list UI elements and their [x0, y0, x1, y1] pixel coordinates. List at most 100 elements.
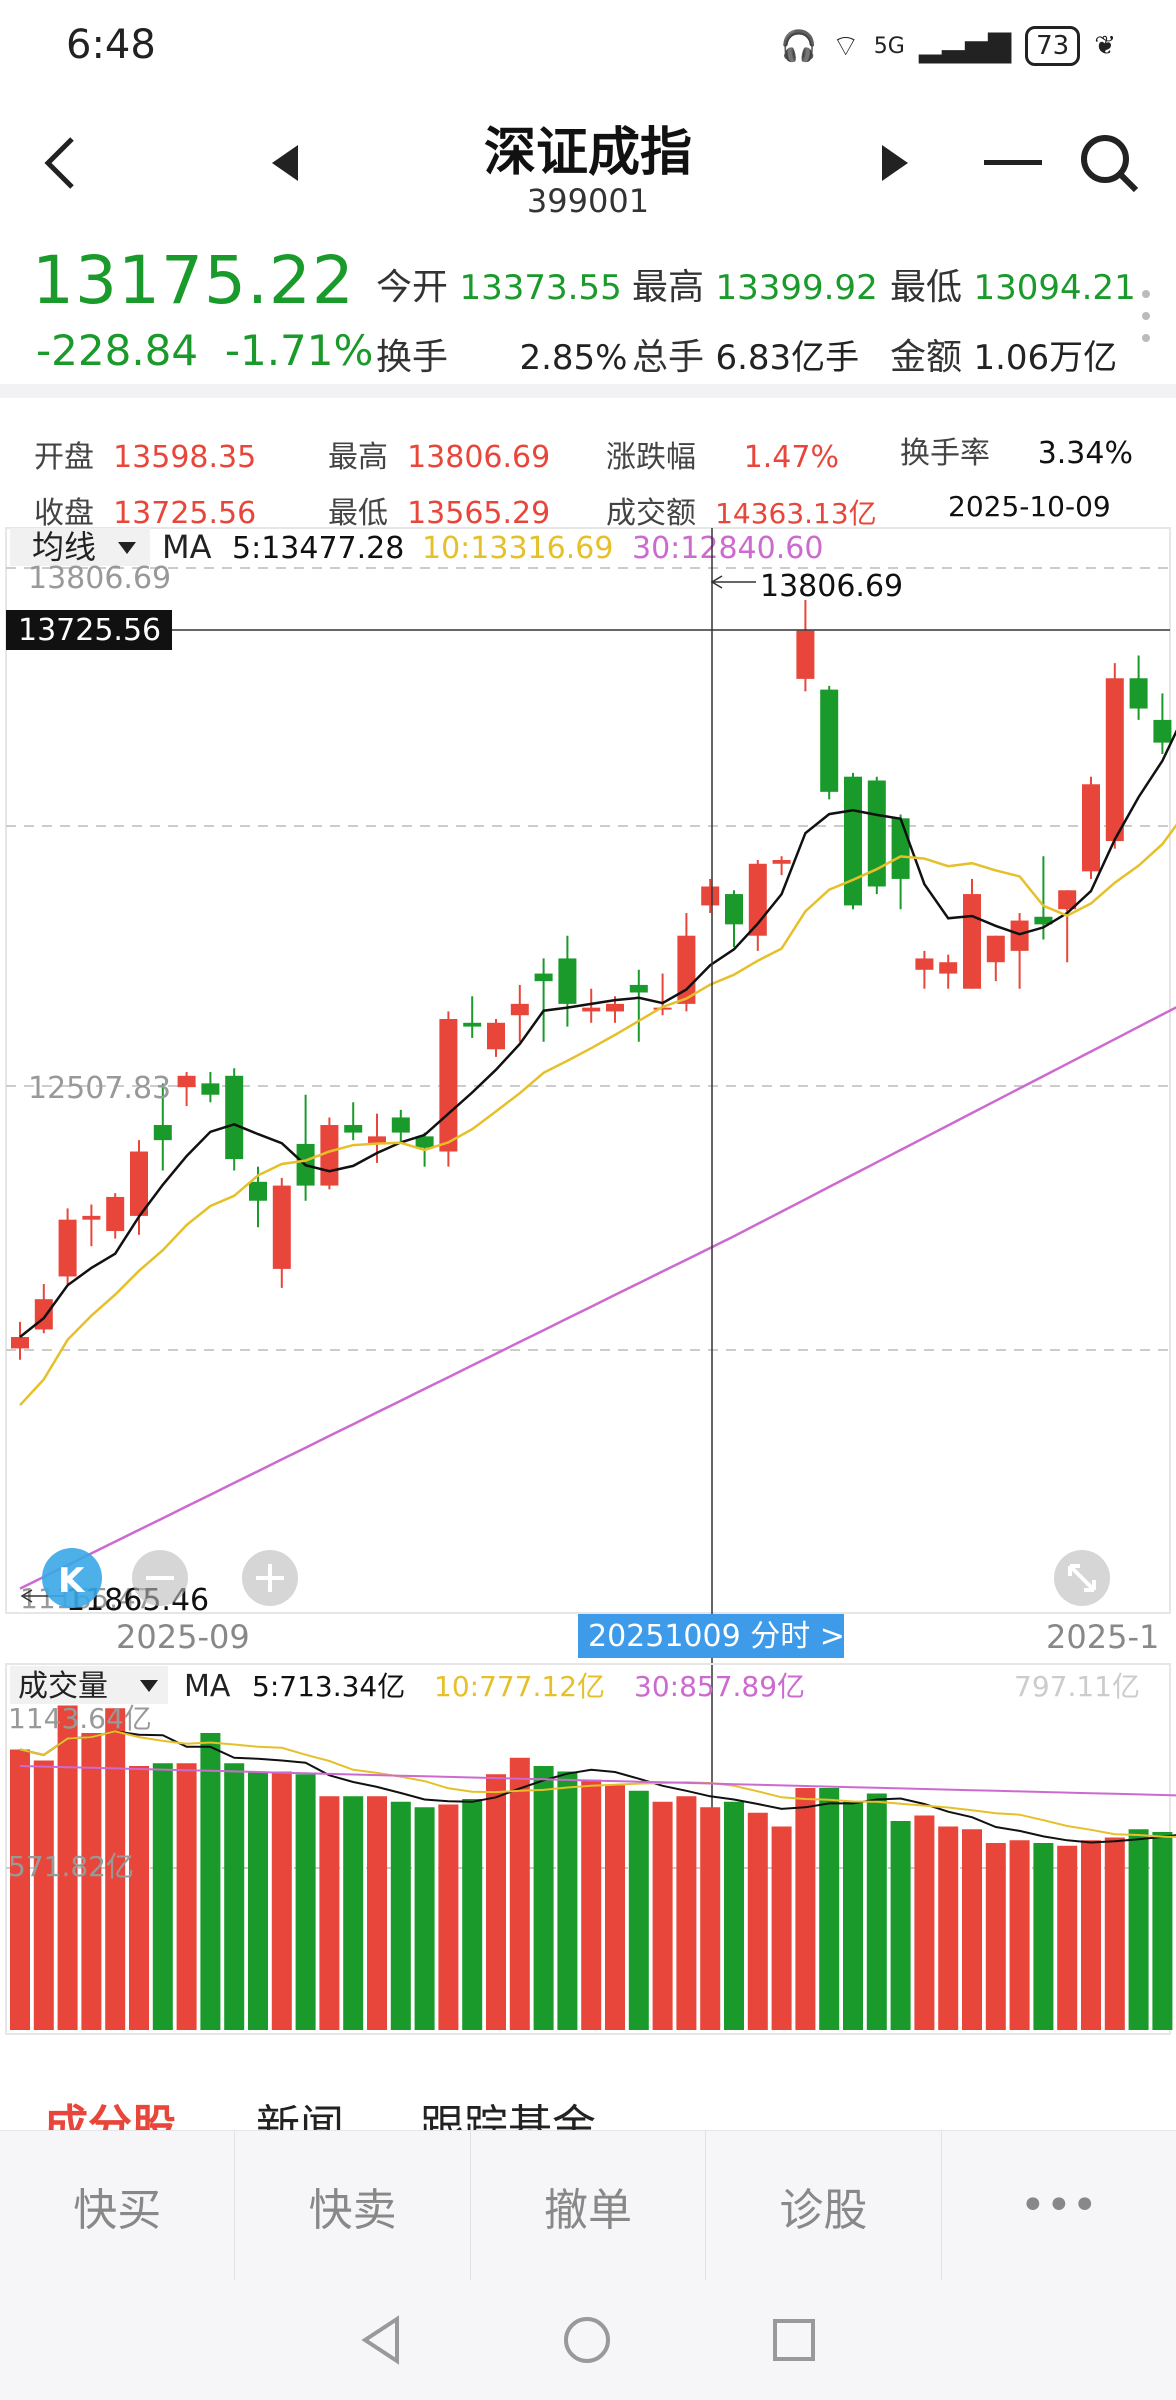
leaf-icon: ❦ [1094, 31, 1116, 61]
volume-bar [771, 1826, 792, 2030]
detail-high: 最高 13806.69 [328, 432, 550, 476]
detail-amt-value: 14363.13亿 [715, 497, 877, 530]
candle-body [867, 780, 886, 887]
volume-bar [33, 1760, 54, 2030]
candle-body [725, 894, 743, 925]
candle-body [272, 1185, 291, 1269]
vol-dropdown-label: 成交量 [18, 1669, 108, 1704]
candle-body [344, 1125, 363, 1133]
more-dots-icon[interactable] [1140, 286, 1152, 346]
candle-body [510, 1003, 529, 1016]
vol-dropdown[interactable] [10, 1666, 168, 1704]
candle-body [653, 1007, 672, 1010]
amount-stat: 金额 1.06万亿 [890, 328, 1117, 380]
nav-back-icon[interactable] [359, 2315, 403, 2365]
candle-body [1082, 784, 1100, 872]
candle-body [772, 859, 791, 864]
status-icons: 🎧 ⌔ 5G ▂▃▅▇ 73 ❦ [780, 26, 1116, 66]
volume-bar [676, 1796, 697, 2030]
volume-bar [581, 1779, 602, 2030]
volume-bar [367, 1796, 387, 2030]
candle-body [558, 958, 577, 1004]
volume-value: 6.83亿手 [715, 338, 860, 378]
volume-bar [1033, 1843, 1054, 2030]
quick-sell-button[interactable]: 快卖 [235, 2131, 471, 2280]
crosshair-date: 20251009 分时 > [588, 1619, 845, 1654]
quick-buy-button[interactable]: 快买 [0, 2131, 236, 2280]
volume-ma-group [19, 1730, 1176, 1844]
detail-close-value: 13725.56 [113, 496, 257, 531]
candle-body [1010, 920, 1029, 951]
volume-bar [295, 1774, 316, 2030]
candle-body [1129, 678, 1148, 709]
back-icon[interactable] [30, 128, 90, 198]
candle-body [939, 962, 958, 974]
detail-chg-label: 涨跌幅 [606, 440, 696, 475]
high-stat: 最高 13399.92 [632, 258, 878, 310]
high-value: 13399.92 [715, 268, 878, 308]
candle-body [534, 973, 553, 982]
more-button[interactable]: ••• [1019, 2180, 1098, 2231]
volume-bar [652, 1801, 673, 2030]
candle-body [415, 1136, 434, 1148]
volume-bar [533, 1766, 554, 2030]
ma30-legend: 30:12840.60 [632, 531, 823, 566]
detail-close: 收盘 13725.56 [34, 488, 256, 532]
crosshair-date-button[interactable] [578, 1614, 844, 1658]
volume-bar [271, 1771, 292, 2030]
volume-bar [1104, 1837, 1125, 2030]
candle-body [1058, 890, 1077, 910]
ma-dropdown-label: 均线 [32, 528, 96, 566]
detail-tr-label: 换手率 [900, 436, 990, 471]
candle-body [844, 776, 862, 906]
detail-open-label: 开盘 [34, 440, 94, 475]
candle-body [58, 1219, 77, 1277]
open-label: 今开 [376, 267, 449, 308]
volume-bar [129, 1766, 149, 2030]
volume-bar [10, 1749, 30, 2030]
candle-body [82, 1215, 101, 1220]
volume-bar [962, 1829, 982, 2030]
detail-chg-value: 1.47% [743, 440, 839, 475]
tab-components[interactable]: 成分股 [44, 2101, 176, 2130]
detail-open-value: 13598.35 [113, 440, 257, 475]
candle-body [582, 1007, 601, 1012]
price-change: -228.84 -1.71% [36, 326, 373, 375]
prev-stock-icon[interactable] [258, 128, 314, 198]
candle-body [915, 958, 934, 970]
nav-recents-icon[interactable] [771, 2317, 817, 2363]
minimize-icon[interactable] [980, 128, 1046, 198]
next-stock-icon[interactable] [866, 128, 922, 198]
candle-body [463, 1022, 482, 1027]
ma30-line [19, 1006, 1176, 1590]
diagnose-button[interactable]: 诊股 [706, 2131, 942, 2280]
candle-body [487, 1022, 505, 1050]
volume-bar [248, 1771, 268, 2030]
ma10-line [19, 823, 1176, 1407]
cancel-order-button[interactable]: 撤单 [471, 2131, 707, 2280]
system-navbar [0, 2280, 1176, 2400]
current-price: 13175.22 [32, 242, 355, 319]
candle-body [320, 1125, 339, 1186]
kline-mode-button[interactable] [42, 1548, 102, 1608]
vol-dropdown-caret-icon [140, 1680, 158, 1692]
vol-max-label: 1143.64亿 [8, 1702, 152, 1735]
peak-arrow-icon [710, 575, 723, 589]
tab-funds[interactable]: 跟踪基金 [420, 2101, 596, 2130]
volume-bar [724, 1801, 744, 2030]
nav-home-icon[interactable] [562, 2315, 612, 2365]
volume-bar [438, 1804, 459, 2030]
volume-bar [176, 1763, 197, 2030]
vol-legend-prefix: MA [184, 1669, 231, 1704]
section-divider [0, 384, 1176, 398]
detail-date: 2025-10-09 [948, 490, 1111, 523]
search-icon[interactable] [1074, 128, 1144, 198]
candle-body [891, 818, 910, 879]
tab-news[interactable]: 新闻 [256, 2101, 344, 2130]
ma-lines-group [19, 729, 1176, 1590]
candle-body [1034, 916, 1053, 925]
volume-bar [1152, 1832, 1173, 2030]
low-value: 13094.21 [973, 268, 1136, 308]
kline-chart[interactable]: 均线 MA 5:13477.28 10:13316.69 30:12840.60… [0, 520, 1176, 2040]
candles-group [11, 600, 1172, 1360]
